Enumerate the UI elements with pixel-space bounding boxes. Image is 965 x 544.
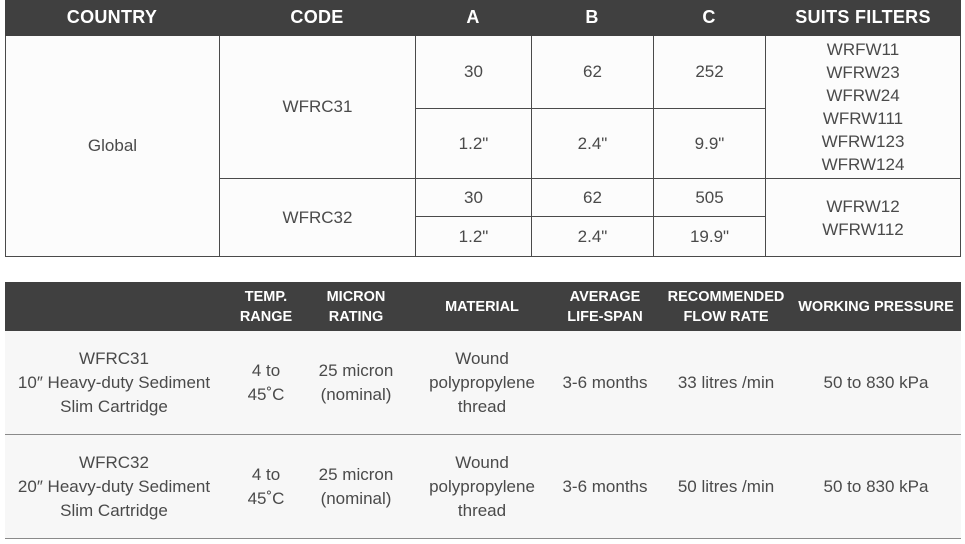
life-span-cell: 3-6 months	[562, 476, 648, 496]
header-material: MATERIAL	[445, 298, 519, 315]
micron-line: 25 micron	[318, 464, 394, 484]
filter-model: WFRW24	[826, 86, 900, 105]
header-average-life-span: AVERAGE LIFE-SPAN	[549, 282, 661, 331]
temp-range-cell: 4 to 45˚C	[235, 435, 297, 538]
header-recommended-flow-rate: RECOMMENDED FLOW RATE	[661, 282, 791, 331]
micron-rating-cell: 25 micron (nominal)	[305, 435, 407, 538]
filter-model: WFRW124	[821, 155, 905, 174]
header-suits-filters: SUITS FILTERS	[795, 7, 931, 27]
working-pressure-cell: 50 to 830 kPa	[823, 476, 929, 496]
material-line: polypropylene	[429, 372, 535, 392]
dim-b-imperial: 2.4"	[577, 133, 608, 153]
life-span-cell: 3-6 months	[562, 372, 648, 392]
dim-c-metric: 505	[695, 187, 724, 207]
product-cell: WFRC31 10″ Heavy-duty Sediment Slim Cart…	[5, 331, 223, 434]
material-line: Wound	[455, 452, 509, 472]
header-line: MICRON	[326, 288, 386, 305]
suits-filters-cell: WFRW12 WFRW112	[766, 179, 960, 256]
column-divider	[531, 36, 532, 256]
header-b: B	[585, 7, 599, 27]
header-line: RECOMMENDED	[667, 288, 785, 305]
row-divider	[5, 538, 961, 539]
dim-c-imperial: 9.9"	[694, 133, 725, 153]
product-description: 20″ Heavy-duty Sediment	[17, 476, 211, 496]
column-divider	[765, 36, 766, 256]
header-line: RATING	[328, 308, 384, 325]
dim-b-metric: 62	[583, 187, 602, 207]
code-cell: WFRC31	[282, 97, 353, 116]
flow-rate-cell: 33 litres /min	[677, 372, 775, 392]
filter-model: WFRW23	[826, 63, 900, 82]
dimensions-table: COUNTRY CODE A B C SUITS FILTERS Global …	[5, 0, 961, 258]
table-row: WFRC31 10″ Heavy-duty Sediment Slim Cart…	[5, 331, 961, 434]
flow-rate-cell: 50 litres /min	[677, 476, 775, 496]
material-line: Wound	[455, 348, 509, 368]
row-divider	[415, 108, 766, 109]
row-divider	[415, 216, 766, 217]
header-line: FLOW RATE	[683, 308, 769, 325]
header-code: CODE	[290, 7, 344, 27]
working-pressure-cell: 50 to 830 kPa	[823, 372, 929, 392]
material-line: thread	[457, 500, 507, 520]
header-line: AVERAGE	[569, 288, 641, 305]
material-line: polypropylene	[429, 476, 535, 496]
temp-line: 4 to	[251, 464, 281, 484]
micron-line: (nominal)	[320, 384, 392, 404]
micron-line: (nominal)	[320, 488, 392, 508]
product-description: Slim Cartridge	[60, 500, 168, 520]
column-divider	[653, 36, 654, 256]
product-cell: WFRC32 20″ Heavy-duty Sediment Slim Cart…	[5, 435, 223, 538]
micron-rating-cell: 25 micron (nominal)	[305, 331, 407, 434]
table-row: WFRC32 20″ Heavy-duty Sediment Slim Cart…	[5, 435, 961, 538]
dim-a-imperial: 1.2"	[458, 133, 489, 153]
column-divider	[219, 36, 220, 256]
column-divider	[415, 36, 416, 256]
dimensions-table-body: Global WFRC31 30 62 252 1.2" 2.4" 9.9" W…	[5, 36, 961, 257]
row-divider	[5, 434, 961, 435]
specifications-table-header: TEMP. RANGE MICRON RATING MATERIAL AVERAGE…	[5, 282, 961, 331]
dim-b-metric: 62	[583, 62, 602, 81]
temp-range-cell: 4 to 45˚C	[235, 331, 297, 434]
row-divider	[219, 178, 960, 179]
header-c: C	[702, 7, 716, 27]
product-description: 10″ Heavy-duty Sediment	[17, 372, 211, 392]
suits-filters-cell: WRFW11 WFRW23 WFRW24 WFRW111 WFRW123 WFR…	[766, 36, 960, 178]
dim-c-imperial: 19.9"	[689, 226, 730, 246]
temp-line: 45˚C	[247, 488, 285, 508]
header-line: RANGE	[239, 308, 293, 325]
dim-a-imperial: 1.2"	[458, 226, 489, 246]
specifications-table: TEMP. RANGE MICRON RATING MATERIAL AVERAGE…	[5, 282, 961, 544]
temp-line: 45˚C	[247, 384, 285, 404]
code-cell: WFRC32	[282, 207, 353, 227]
dim-c-metric: 252	[695, 62, 724, 81]
micron-line: 25 micron	[318, 360, 394, 380]
product-description: Slim Cartridge	[60, 396, 168, 416]
product-code: WFRC32	[79, 452, 149, 472]
header-temp-range: TEMP. RANGE	[235, 282, 297, 331]
dim-a-metric: 30	[464, 62, 483, 81]
header-country: COUNTRY	[66, 7, 158, 27]
header-working-pressure: WORKING PRESSURE	[798, 298, 954, 315]
filter-model: WFRW12	[826, 196, 900, 216]
header-line: TEMP.	[244, 288, 288, 305]
material-line: thread	[457, 396, 507, 416]
filter-model: WRFW11	[826, 40, 900, 59]
material-cell: Wound polypropylene thread	[415, 331, 549, 434]
header-line: LIFE-SPAN	[567, 308, 643, 325]
dim-b-imperial: 2.4"	[577, 226, 608, 246]
header-a: A	[466, 7, 480, 27]
dimensions-table-header: COUNTRY CODE A B C SUITS FILTERS	[5, 0, 961, 36]
filter-model: WFRW112	[822, 219, 904, 239]
country-cell: Global	[87, 136, 138, 155]
filter-model: WFRW123	[821, 132, 905, 151]
product-code: WFRC31	[79, 348, 149, 368]
dim-a-metric: 30	[464, 187, 483, 207]
filter-model: WFRW111	[822, 109, 904, 128]
temp-line: 4 to	[251, 360, 281, 380]
header-micron-rating: MICRON RATING	[308, 282, 404, 331]
material-cell: Wound polypropylene thread	[415, 435, 549, 538]
